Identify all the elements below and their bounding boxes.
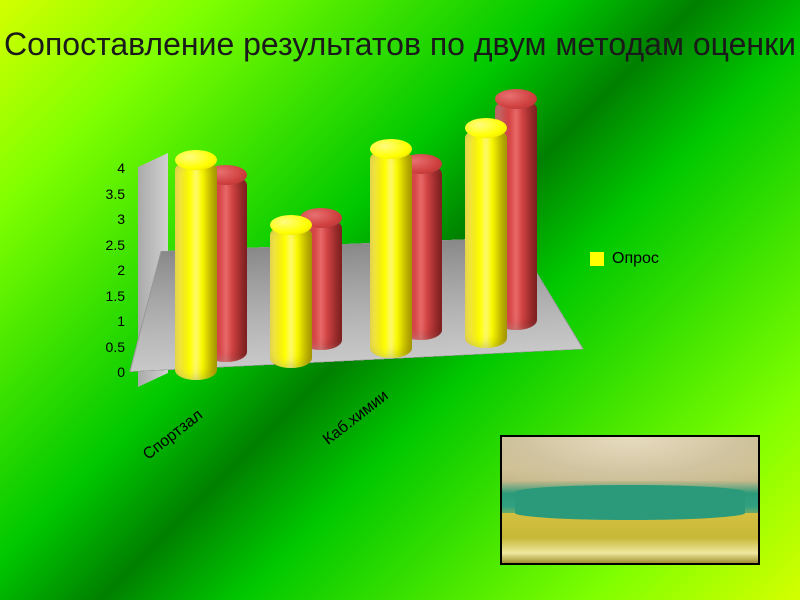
y-tick: 2 [95,262,125,278]
bar-yellow [270,225,312,368]
y-axis: 4 3.5 3 2.5 2 1.5 1 0.5 0 [95,160,125,380]
bar-yellow [175,160,217,380]
y-tick: 1.5 [95,288,125,304]
y-tick: 3 [95,211,125,227]
x-label: Каб.химии [320,387,392,449]
bar-yellow [465,128,507,348]
bar-yellow [370,149,412,358]
legend-label: Опрос [612,250,659,268]
photo-floor [502,513,758,563]
comparison-chart: 4 3.5 3 2.5 2 1.5 1 0.5 0 Спортзал Каб.х… [60,130,560,480]
y-tick: 0.5 [95,339,125,355]
photo-court-circle [654,497,694,517]
y-tick: 4 [95,160,125,176]
photo-court-circle [566,497,606,517]
gym-photo [500,435,760,565]
legend: Опрос [590,250,659,268]
y-tick: 2.5 [95,237,125,253]
x-label: Спортзал [140,407,207,465]
y-tick: 1 [95,313,125,329]
legend-swatch [590,252,604,266]
y-tick: 0 [95,364,125,380]
page-title: Сопоставление результатов по двум метода… [0,0,800,63]
y-tick: 3.5 [95,186,125,202]
